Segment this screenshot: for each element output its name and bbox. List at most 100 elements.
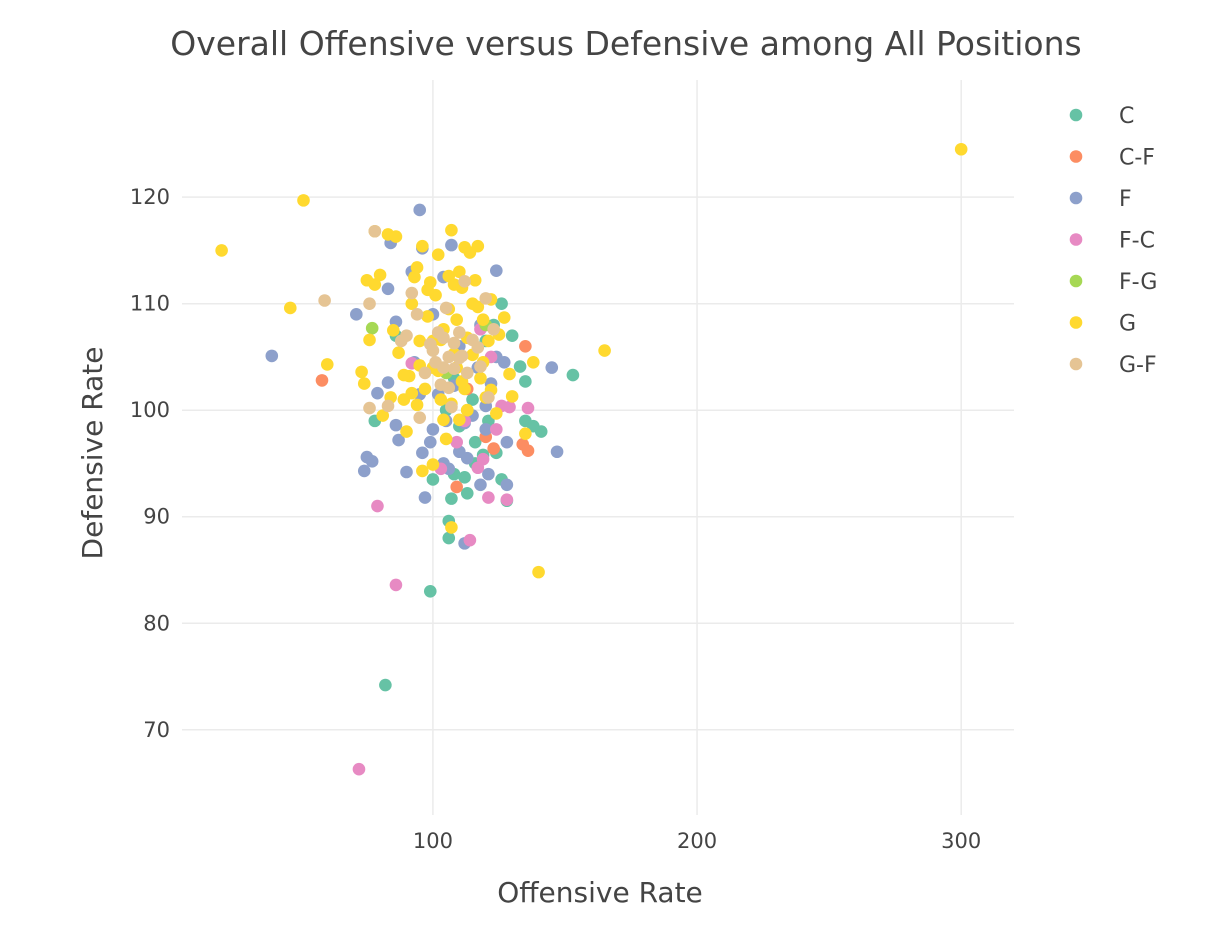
data-point	[447, 278, 461, 291]
legend-label: F	[1119, 187, 1132, 212]
data-point	[405, 297, 419, 310]
data-point	[357, 464, 371, 478]
data-point	[453, 326, 466, 339]
legend-marker	[1069, 316, 1083, 329]
data-point	[363, 297, 376, 310]
data-point	[379, 678, 392, 692]
x-tick-label: 200	[677, 829, 717, 853]
data-point	[954, 142, 968, 156]
data-point	[453, 413, 466, 427]
data-point	[416, 239, 429, 253]
data-point	[423, 435, 437, 449]
data-point	[471, 341, 485, 354]
data-point	[437, 361, 450, 374]
legend-item-f-g[interactable]: F-G	[1069, 270, 1158, 295]
data-point	[371, 386, 384, 400]
legend-item-g-f[interactable]: G-F	[1069, 353, 1157, 378]
legend-item-f[interactable]: F	[1069, 187, 1132, 212]
legend-label: F-G	[1119, 270, 1157, 295]
data-point	[445, 521, 458, 534]
data-point	[487, 322, 500, 336]
data-point	[426, 458, 440, 471]
data-point	[376, 409, 390, 422]
data-point	[447, 336, 461, 350]
data-point	[505, 329, 519, 342]
data-point	[397, 368, 411, 382]
legend-item-c-f[interactable]: C-F	[1069, 146, 1155, 171]
data-point	[445, 492, 458, 505]
data-point	[474, 360, 487, 373]
data-point	[439, 432, 453, 446]
data-point	[497, 355, 511, 369]
data-point	[373, 268, 387, 282]
data-point	[450, 480, 463, 494]
legend-item-f-c[interactable]: F-C	[1069, 229, 1155, 254]
data-point	[497, 311, 511, 324]
data-point	[437, 331, 450, 345]
data-point	[482, 491, 495, 504]
data-point	[392, 433, 405, 447]
data-point	[500, 493, 514, 506]
data-point	[413, 203, 427, 217]
data-point	[519, 340, 532, 353]
legend-marker	[1069, 357, 1083, 371]
data-point	[468, 435, 482, 449]
data-point	[545, 361, 559, 374]
data-point	[450, 435, 463, 449]
data-point	[519, 375, 532, 388]
data-point	[526, 355, 540, 369]
data-points	[215, 142, 968, 776]
legend[interactable]: C C-F F F-C F-G G G-F	[1069, 104, 1158, 378]
data-point	[410, 308, 424, 321]
data-point	[352, 762, 366, 776]
data-point	[400, 425, 413, 438]
legend-marker	[1069, 274, 1083, 288]
y-tick-label: 120	[130, 185, 170, 209]
data-point	[381, 376, 395, 389]
data-point	[392, 346, 405, 359]
data-point	[265, 349, 279, 363]
data-point	[445, 238, 458, 252]
legend-label: G	[1119, 312, 1136, 337]
data-point	[476, 313, 490, 326]
legend-label: C-F	[1119, 146, 1155, 171]
data-point	[421, 310, 434, 323]
x-axis-title: Offensive Rate	[497, 876, 703, 909]
data-point	[320, 358, 334, 371]
data-point	[505, 390, 519, 403]
data-point	[400, 465, 413, 479]
x-tick-label: 100	[413, 829, 453, 853]
legend-marker	[1069, 108, 1083, 122]
data-point	[410, 261, 424, 274]
data-point	[297, 194, 310, 207]
data-point	[437, 413, 450, 427]
data-point	[445, 400, 458, 414]
data-point	[405, 386, 419, 400]
data-point	[458, 275, 471, 288]
data-point	[460, 366, 474, 380]
legend-label: C	[1119, 104, 1134, 129]
data-point	[471, 239, 485, 253]
data-point	[416, 446, 429, 460]
data-point	[460, 487, 474, 500]
data-point	[476, 452, 490, 466]
data-point	[521, 444, 535, 457]
data-point	[418, 382, 432, 396]
y-tick-label: 110	[130, 292, 170, 316]
y-tick-label: 100	[130, 398, 170, 422]
data-point	[426, 473, 440, 486]
data-point	[418, 366, 432, 380]
data-point	[482, 467, 495, 481]
data-point	[442, 350, 456, 364]
legend-item-c[interactable]: C	[1069, 104, 1135, 129]
data-point	[283, 301, 297, 315]
data-point	[389, 230, 403, 243]
series-g-f	[318, 224, 500, 424]
data-point	[418, 491, 432, 504]
data-point	[460, 451, 474, 465]
legend-item-g[interactable]: G	[1069, 312, 1136, 337]
data-point	[365, 321, 379, 335]
chart-title: Overall Offensive versus Defensive among…	[170, 24, 1081, 63]
data-point	[215, 244, 228, 257]
